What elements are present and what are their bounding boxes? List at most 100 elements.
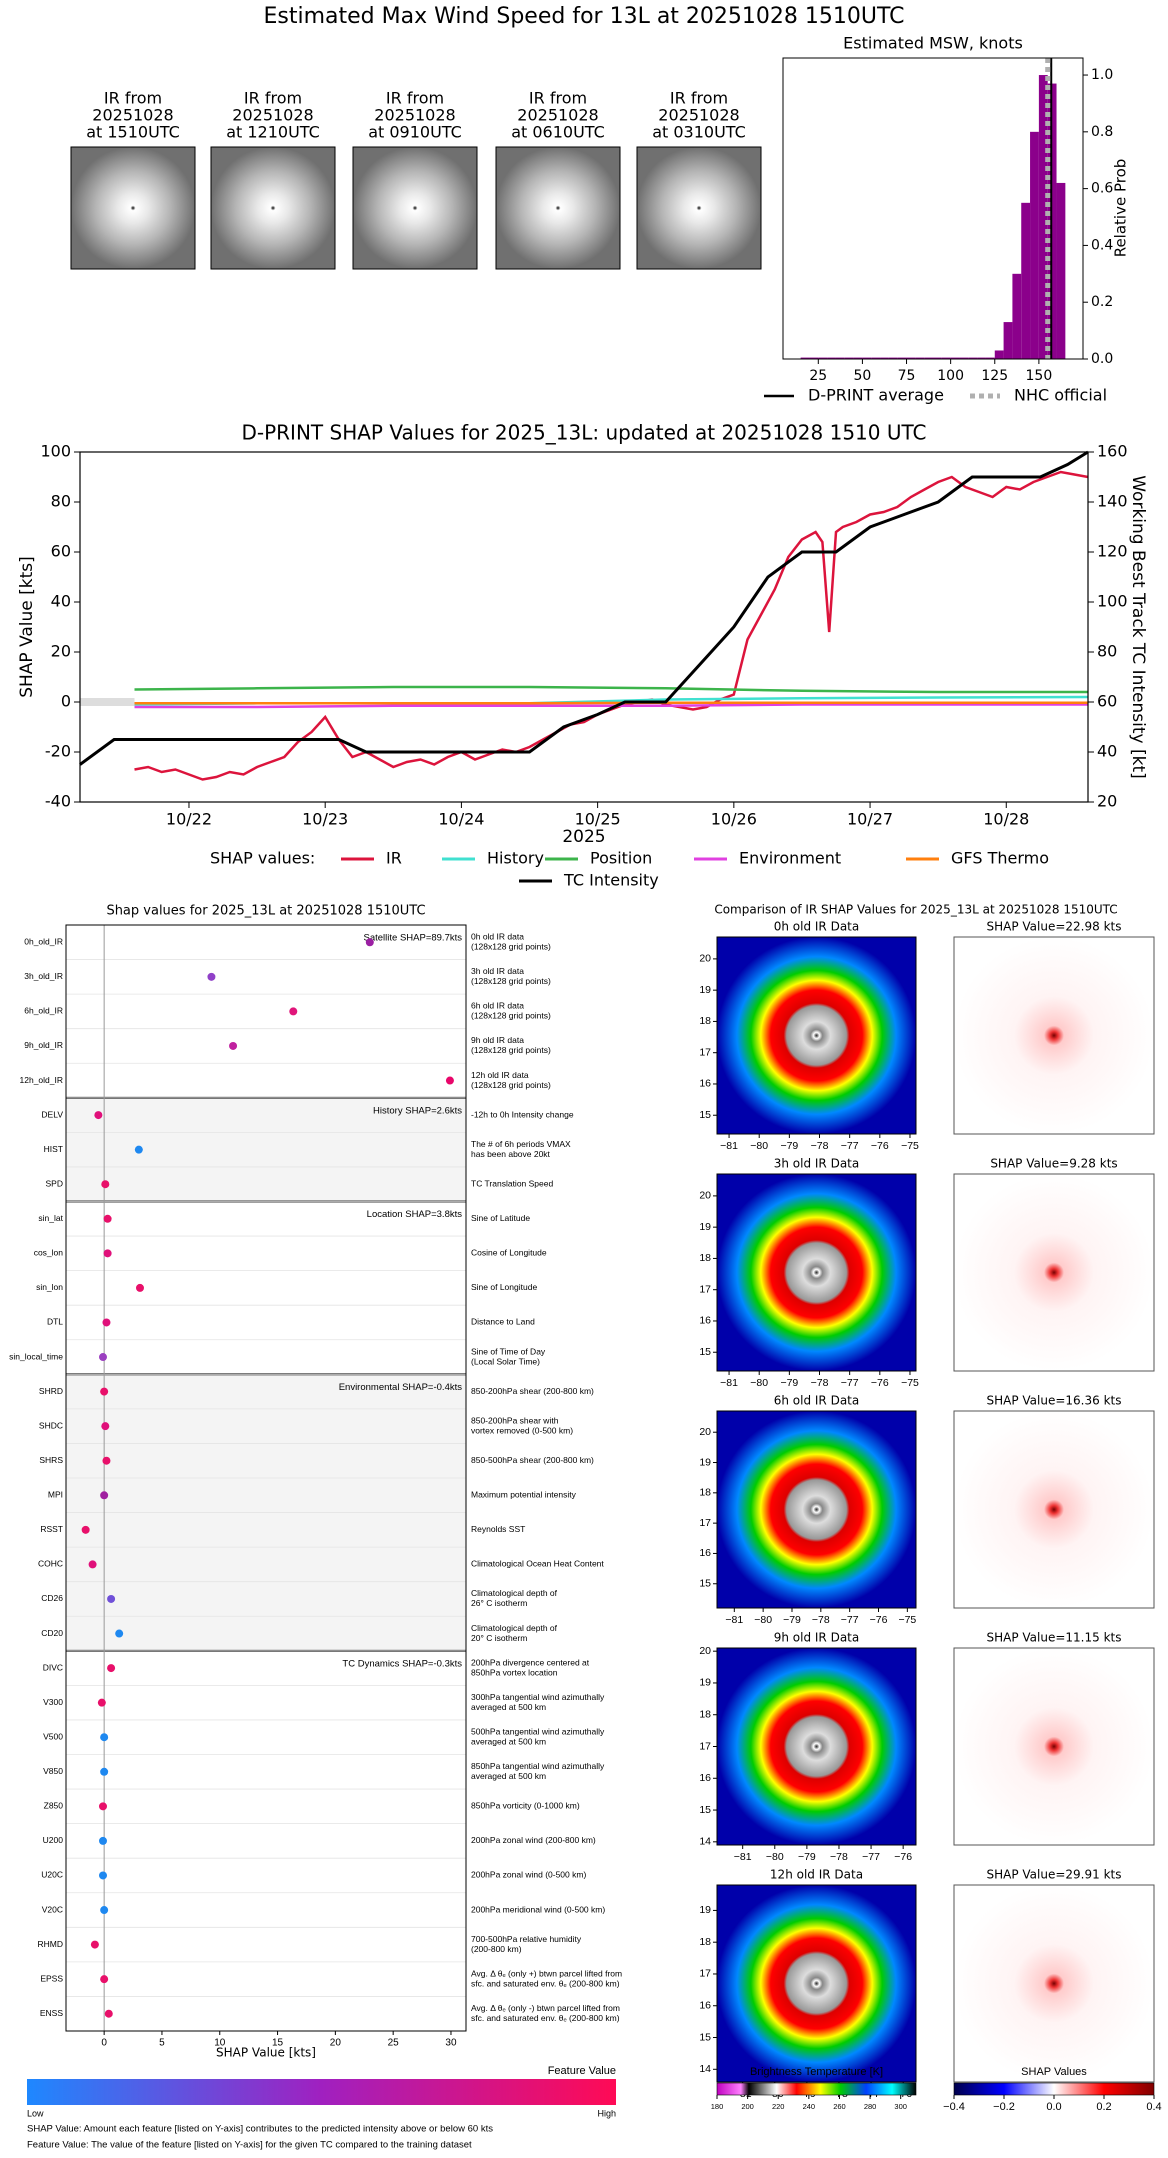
colorbar-tick-label: −0.4 — [943, 2101, 965, 2113]
shap-dot — [101, 1180, 110, 1189]
shap-dot — [94, 1111, 103, 1120]
bar — [862, 357, 872, 359]
x-tick-label: 50 — [853, 368, 871, 384]
thumbnail-label: 20251028 — [92, 106, 173, 125]
feature-description: has been above 20kt — [471, 1149, 551, 1159]
x-tick-label: 0 — [101, 2038, 107, 2049]
x-tick-label: −79 — [780, 1140, 798, 1152]
colorbar-tick-label: 0.0 — [1046, 2101, 1061, 2113]
footnote: Feature Value: The value of the feature … — [27, 2140, 472, 2151]
group-background — [66, 1097, 466, 1202]
series-line — [134, 685, 1088, 694]
shap-dot — [100, 1491, 109, 1500]
y-tick-label: 20 — [699, 1190, 711, 1202]
x-tick-label: 10/23 — [302, 810, 348, 829]
feature-description: Sine of Longitude — [471, 1282, 537, 1292]
y-axis-label: Relative Prob — [1112, 159, 1130, 258]
bar — [924, 357, 933, 359]
x-tick-label: 20 — [330, 2038, 342, 2049]
panel-title: SHAP Value=9.28 kts — [990, 1157, 1117, 1171]
y-tick-label: 14 — [699, 1836, 711, 1848]
x-tick-label: 10/28 — [983, 810, 1029, 829]
ir-thumbnail — [495, 146, 621, 270]
bar — [835, 357, 845, 359]
feature-name: SHRS — [39, 1455, 63, 1465]
x-tick-label: −80 — [754, 1614, 772, 1626]
y-tick-label: 18 — [699, 1487, 711, 1499]
feature-description: TC Translation Speed — [471, 1178, 553, 1188]
feature-name: V20C — [42, 1904, 63, 1914]
legend-label: Environment — [739, 849, 841, 868]
y-tick-label: 15 — [699, 1346, 711, 1358]
chart-title: D-PRINT SHAP Values for 2025_13L: update… — [241, 421, 926, 445]
ir-image — [716, 1884, 917, 2083]
x-tick-label: −80 — [750, 1140, 768, 1152]
colorbar-tick-label: 220 — [772, 2102, 785, 2111]
feature-name: EPSS — [40, 1973, 63, 1983]
x-tick-label: −81 — [720, 1377, 738, 1389]
legend-label: TC Intensity — [563, 871, 659, 890]
legend-label: D-PRINT average — [808, 386, 944, 405]
x-tick-label: 10/26 — [711, 810, 757, 829]
bar — [1038, 75, 1048, 360]
x-tick-label: 30 — [445, 2038, 457, 2049]
feature-description: 850-200hPa shear (200-800 km) — [471, 1386, 594, 1396]
plot-frame — [65, 924, 467, 2032]
feature-name: 6h_old_IR — [24, 1006, 63, 1016]
y-tick-label: 100 — [40, 442, 71, 461]
feature-description: 6h old IR data — [471, 1001, 524, 1011]
feature-description: averaged at 500 km — [471, 1771, 546, 1781]
y-tick-label: 0.6 — [1091, 181, 1113, 197]
ir-thumbnail — [210, 146, 336, 270]
x-tick-label: −77 — [841, 1377, 859, 1389]
feature-description: Maximum potential intensity — [471, 1490, 577, 1500]
feature-name: HIST — [44, 1144, 63, 1154]
legend-title: SHAP values: — [210, 849, 315, 868]
thumbnail-label: at 0910UTC — [368, 123, 462, 142]
feature-description: Reynolds SST — [471, 1524, 525, 1534]
feature-name: V300 — [43, 1697, 63, 1707]
x-axis-label: SHAP Value [kts] — [216, 2046, 316, 2060]
feature-description: (128x128 grid points) — [471, 1080, 551, 1090]
x-tick-label: −80 — [750, 1377, 768, 1389]
feature-description: 20° C isotherm — [471, 1633, 527, 1643]
shap-dot — [88, 1560, 97, 1569]
panel-title: 6h old IR Data — [774, 1394, 860, 1408]
bar — [827, 357, 836, 359]
shap-dot — [98, 1871, 107, 1880]
panel-title: SHAP Value=11.15 kts — [987, 1631, 1122, 1645]
shap-dot — [100, 1767, 109, 1776]
y-tick-label: 18 — [699, 1252, 711, 1264]
colorbar-tick-label: 280 — [864, 2102, 877, 2111]
feature-description: (200-800 km) — [471, 1944, 522, 1954]
bar — [880, 357, 889, 359]
series-line — [134, 470, 1089, 781]
shap-dot — [100, 1733, 109, 1742]
shap-dot — [81, 1525, 90, 1534]
y2-tick-label: 60 — [1097, 692, 1117, 711]
legend-label: IR — [386, 849, 402, 868]
bar — [977, 357, 986, 359]
bar — [800, 357, 810, 359]
feature-name: 12h_old_IR — [20, 1075, 63, 1085]
group-label: TC Dynamics SHAP=-0.3kts — [342, 1658, 462, 1669]
feature-description: 850hPa tangential wind azimuthally — [471, 1761, 605, 1771]
bar — [853, 357, 863, 359]
feature-name: U200 — [43, 1835, 64, 1845]
shap-dot — [100, 1975, 109, 1984]
feature-name: V850 — [43, 1766, 63, 1776]
x-axis-label: 2025 — [562, 827, 605, 847]
x-tick-label: −77 — [862, 1851, 880, 1863]
y2-tick-label: 40 — [1097, 742, 1117, 761]
feature-description: (128x128 grid points) — [471, 976, 551, 986]
colorbar-title: Feature Value — [548, 2065, 616, 2077]
x-tick-label: −79 — [798, 1851, 816, 1863]
shap-dot — [101, 1422, 110, 1431]
y-tick-label: 19 — [699, 1677, 711, 1689]
x-tick-label: −78 — [812, 1614, 830, 1626]
panel-title: 12h old IR Data — [770, 1868, 863, 1882]
feature-name: sin_lon — [36, 1282, 63, 1292]
feature-description: Avg. Δ θₑ (only +) btwn parcel lifted fr… — [471, 1968, 622, 1978]
thumbnail-label: at 0310UTC — [652, 123, 746, 142]
x-tick-label: 10/24 — [438, 810, 484, 829]
